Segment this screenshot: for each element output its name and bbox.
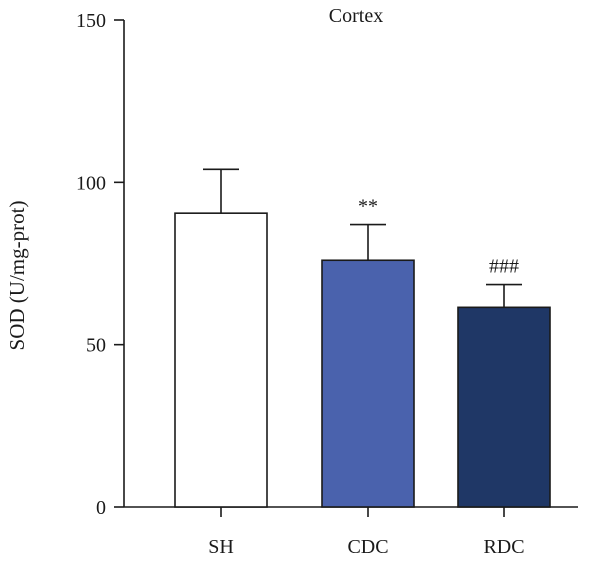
y-tick-label: 0 <box>96 497 106 519</box>
significance-label: ** <box>358 196 378 218</box>
y-axis: 0 50 100 150 <box>76 10 125 519</box>
x-tick-label: CDC <box>347 536 388 558</box>
significance-label: ### <box>489 256 519 278</box>
bar <box>321 259 415 508</box>
chart-title: Cortex <box>329 5 383 27</box>
y-tick-label: 50 <box>86 335 106 357</box>
bar <box>174 212 268 508</box>
x-axis: SH CDC RDC <box>124 506 578 558</box>
bar <box>457 306 551 508</box>
y-tick-label: 100 <box>76 172 106 194</box>
x-tick-label: RDC <box>483 536 524 558</box>
x-tick-label: SH <box>208 536 234 558</box>
y-axis-title: SOD (U/mg-prot) <box>5 201 29 351</box>
bars-group: ** ### <box>174 168 551 508</box>
y-tick-label: 150 <box>76 10 106 32</box>
